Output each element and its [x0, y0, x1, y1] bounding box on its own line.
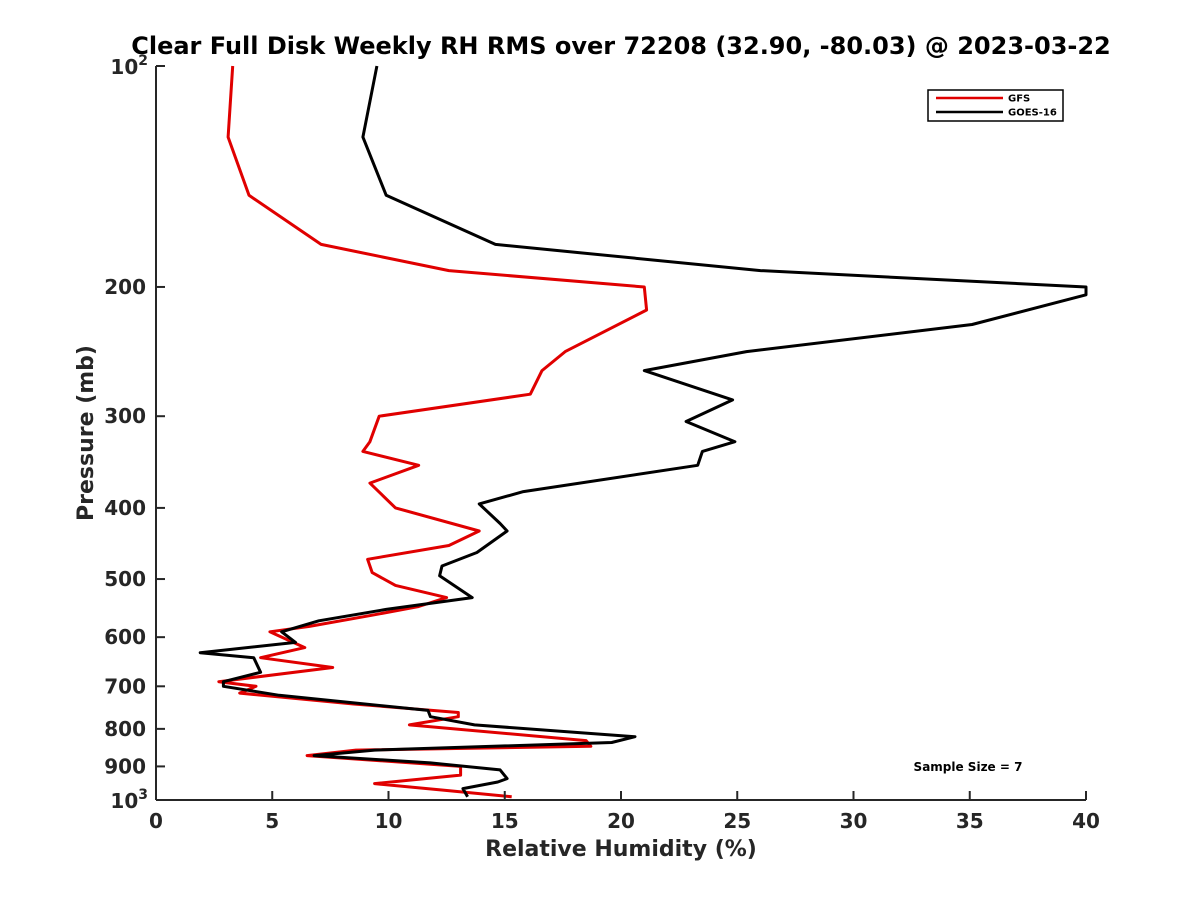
- sample-size-annotation: Sample Size = 7: [914, 760, 1023, 774]
- x-tick-label: 0: [149, 809, 163, 833]
- x-axis-label: Relative Humidity (%): [485, 837, 757, 862]
- legend-box: [927, 89, 1064, 122]
- y-tick-label: 700: [104, 674, 146, 698]
- series-line-goes-16: [198, 65, 1088, 798]
- y-tick-label: 400: [104, 496, 146, 520]
- legend-label: GOES-16: [1008, 108, 1057, 119]
- y-tick-label: 103: [110, 787, 148, 813]
- y-tick-label: 500: [104, 567, 146, 591]
- y-tick-label: 900: [104, 754, 146, 778]
- plot-area: [198, 65, 1088, 799]
- x-tick-label: 10: [375, 809, 403, 833]
- x-tick-label: 25: [723, 809, 751, 833]
- y-tick-label: 200: [104, 275, 146, 299]
- x-tick-label: 40: [1072, 809, 1100, 833]
- x-tick-label: 30: [840, 809, 868, 833]
- y-tick-label: 800: [104, 717, 146, 741]
- axes: 0 5 10 15 20 25 30 35 40 102 200 300 400 500 600 700 800…: [104, 53, 1100, 833]
- y-tick-label: 300: [104, 404, 146, 428]
- y-axis-label: Pressure (mb): [74, 345, 99, 521]
- x-tick-label: 20: [607, 809, 635, 833]
- chart-title: Clear Full Disk Weekly RH RMS over 72208…: [131, 32, 1111, 60]
- legend: GFS GOES-16: [927, 89, 1064, 122]
- x-tick-label: 35: [956, 809, 984, 833]
- x-tick-label: 5: [265, 809, 279, 833]
- x-tick-label: 15: [491, 809, 519, 833]
- legend-label: GFS: [1008, 94, 1030, 105]
- y-tick-label: 600: [104, 625, 146, 649]
- y-tick-label: 102: [110, 53, 148, 79]
- series-line-gfs: [217, 65, 649, 799]
